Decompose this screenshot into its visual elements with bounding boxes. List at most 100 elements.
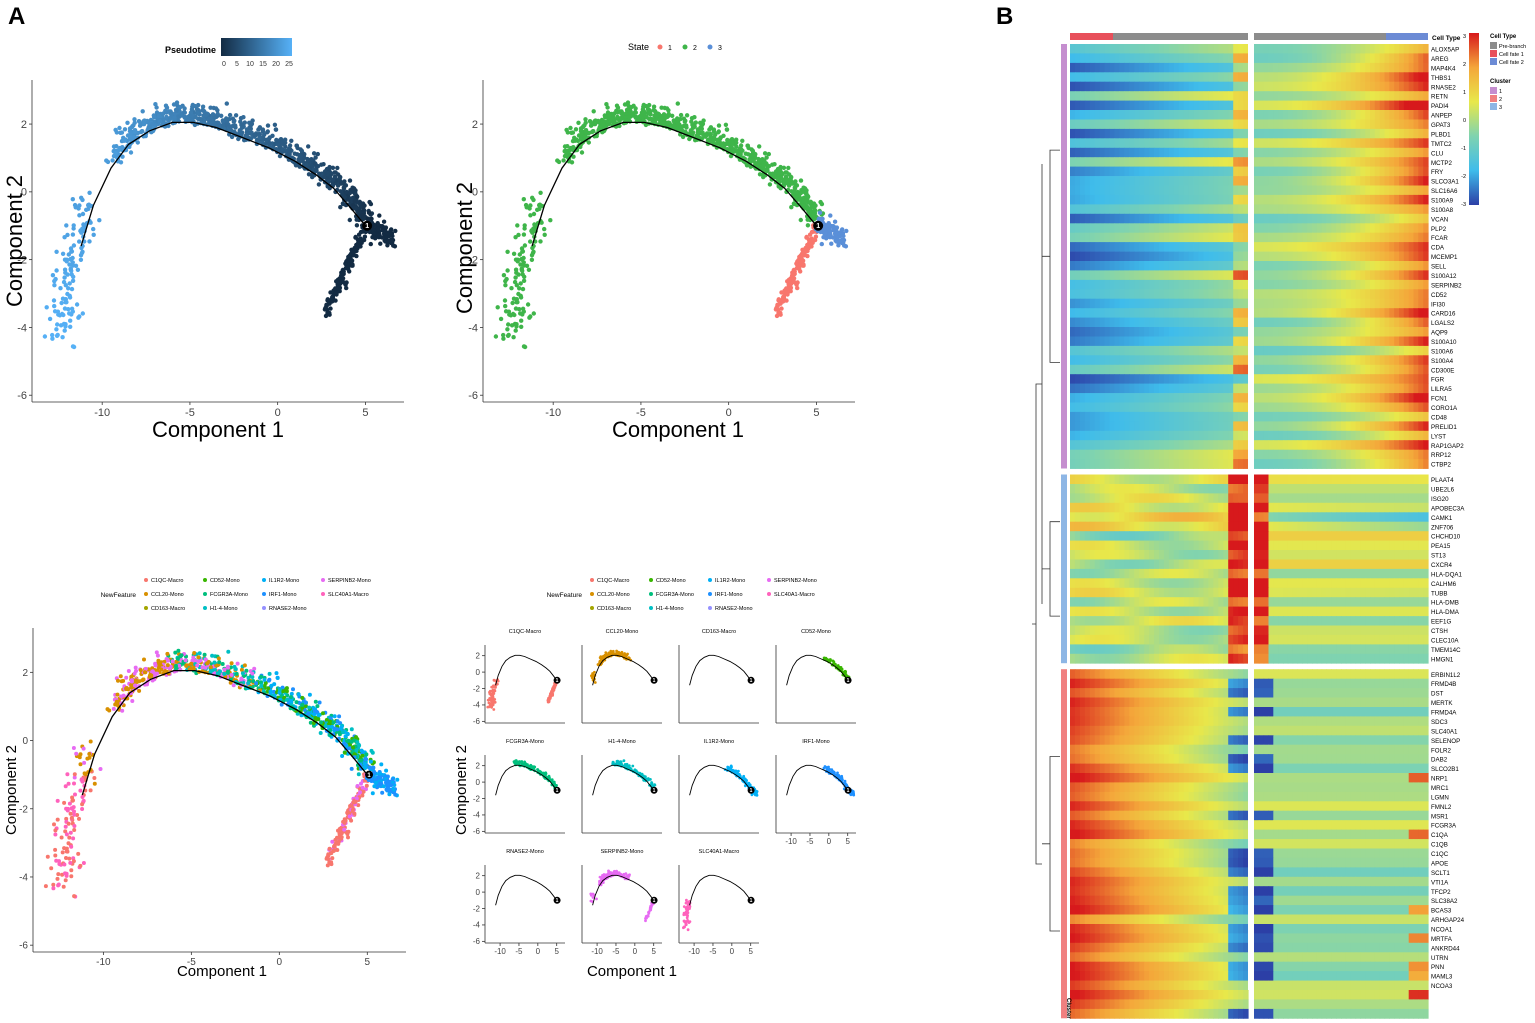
heatmap-cell xyxy=(1394,44,1400,54)
branch-point xyxy=(362,220,373,231)
cell-point xyxy=(88,788,93,793)
legend-label: C1QC-Macro xyxy=(151,578,183,584)
facet-title: CD52-Mono xyxy=(801,629,831,635)
cell-point xyxy=(826,233,832,238)
cell-point xyxy=(348,258,354,263)
cell-point xyxy=(531,197,536,203)
cell-point xyxy=(355,194,360,199)
cell-point xyxy=(625,108,630,113)
heatmap-cell xyxy=(1139,44,1145,54)
heatmap-cell xyxy=(1119,44,1125,54)
cell-point xyxy=(512,321,518,327)
cell-point xyxy=(259,683,264,688)
branch-point-label: 1 xyxy=(847,788,850,794)
cell-point xyxy=(78,253,84,258)
cell-point xyxy=(490,685,494,689)
cell-point xyxy=(347,217,352,223)
heatmap-cell xyxy=(1089,53,1096,64)
cell-point xyxy=(802,250,807,255)
cell-point xyxy=(355,740,360,745)
cell-point xyxy=(77,203,82,208)
cell-point xyxy=(189,107,195,112)
cell-point xyxy=(641,102,646,108)
branch-point-label: 1 xyxy=(847,678,850,684)
x-tick-label: -10 xyxy=(545,407,561,419)
cell-point xyxy=(633,109,638,115)
cell-point xyxy=(155,653,160,658)
cell-point xyxy=(370,235,375,240)
cell-point xyxy=(785,279,790,284)
cell-point xyxy=(250,675,255,679)
cell-point xyxy=(88,739,93,744)
cell-point xyxy=(80,802,85,807)
cell-point xyxy=(125,120,130,126)
cell-point xyxy=(519,318,524,323)
cell-point xyxy=(651,104,657,109)
cell-point xyxy=(353,234,358,240)
cell-point xyxy=(352,811,357,816)
panel-label-a: A xyxy=(8,3,25,30)
legend-label: RNASE2-Mono xyxy=(269,606,307,612)
cell-point xyxy=(800,196,805,201)
cell-point xyxy=(152,115,157,120)
cell-point xyxy=(149,673,154,678)
cell-point xyxy=(692,115,697,120)
cell-point xyxy=(615,649,618,653)
cell-point xyxy=(358,244,363,249)
cell-point xyxy=(390,777,395,782)
cell-point xyxy=(267,671,272,676)
cell-point xyxy=(70,806,74,811)
branch-point-label: 1 xyxy=(816,223,820,230)
cell-point xyxy=(137,688,142,693)
cell-point xyxy=(376,222,381,228)
cell-point xyxy=(248,126,253,131)
cell-point xyxy=(225,670,230,675)
y-tick-label: 2 xyxy=(472,119,478,131)
cell-point xyxy=(819,201,825,207)
cell-point xyxy=(528,239,533,244)
cell-point xyxy=(218,669,222,674)
cell-point xyxy=(506,322,511,327)
cell-point xyxy=(526,267,532,272)
cell-point xyxy=(64,300,69,305)
legend-label: 1 xyxy=(668,45,672,52)
trajectory-line xyxy=(689,654,752,686)
facet-panel: IRF1-Mono-10 -5 0 51 xyxy=(775,739,856,846)
cell-point xyxy=(113,150,118,156)
heatmap-cell xyxy=(1188,44,1195,54)
cell-point xyxy=(298,147,303,152)
cell-point xyxy=(229,672,234,677)
cell-point xyxy=(128,150,134,155)
cell-point xyxy=(165,663,170,668)
cell-point xyxy=(505,327,510,332)
cell-point xyxy=(172,118,177,123)
heatmap-cell xyxy=(1218,53,1224,64)
x-tick-label: -5 xyxy=(612,947,620,956)
cell-point xyxy=(159,667,164,672)
cell-point xyxy=(126,669,131,673)
cell-point xyxy=(77,213,82,218)
x-tick-label: -5 xyxy=(709,947,717,956)
heatmap-cell xyxy=(1423,44,1429,54)
cell-point xyxy=(62,846,67,851)
cell-point xyxy=(265,130,270,135)
cell-point xyxy=(70,344,76,349)
cell-point xyxy=(250,118,255,123)
cell-point xyxy=(762,151,768,156)
cell-point xyxy=(246,681,251,686)
cell-point xyxy=(752,151,758,157)
cell-point xyxy=(817,210,823,215)
cell-point xyxy=(792,185,797,190)
cell-point xyxy=(509,286,514,291)
y-tick-label: 0 xyxy=(476,888,481,897)
cell-point xyxy=(830,768,834,772)
cell-point xyxy=(215,108,220,113)
cell-point xyxy=(564,150,569,156)
heatmap-cell xyxy=(1233,53,1239,64)
cell-point xyxy=(121,678,126,683)
cell-point xyxy=(285,697,290,702)
cell-point xyxy=(518,281,523,286)
cell-point xyxy=(843,669,847,673)
cell-point xyxy=(325,297,330,302)
celltype-annotation xyxy=(1254,33,1386,40)
